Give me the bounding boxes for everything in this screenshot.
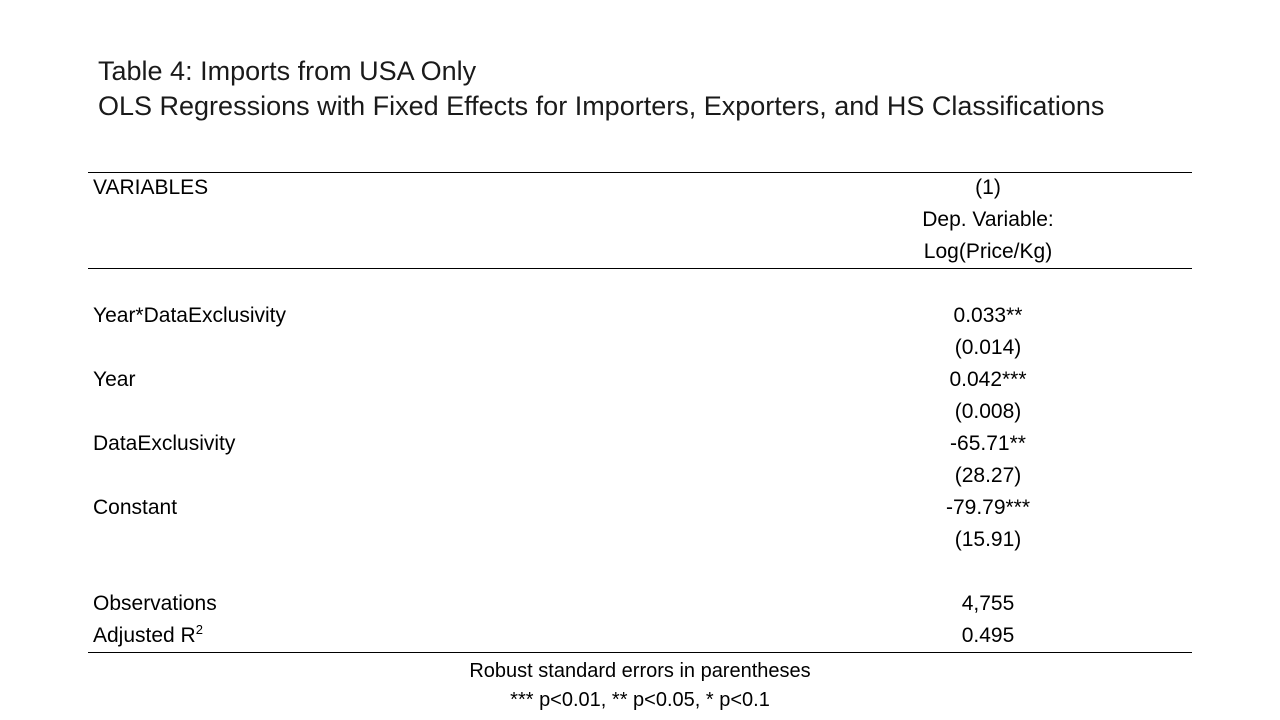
observations-label: Observations [93,592,217,615]
table-row-se: (28.27) [93,460,1192,492]
header-rule [88,268,1192,269]
adjusted-r2-text: Adjusted R [93,624,196,647]
coefficient: -79.79*** [945,496,1031,519]
table-row: Constant -79.79*** [93,492,1192,524]
coefficient: -65.71** [950,432,1026,455]
table-title: Table 4: Imports from USA Only OLS Regre… [98,54,1218,124]
table-row: DataExclusivity -65.71** [93,428,1192,460]
table-row-se: (0.008) [93,396,1192,428]
footnote-significance: *** p<0.01, ** p<0.05, * p<0.1 [510,689,770,711]
header-row-2: Dep. Variable: [93,204,1192,236]
table-number: Table 4 [98,56,186,86]
dep-var-label: Dep. Variable: [922,208,1054,231]
variable-label: Constant [93,496,178,519]
coefficient: 0.042*** [949,368,1027,391]
header-row-1: VARIABLES (1) [93,172,1192,204]
title-line-1: Table 4: Imports from USA Only [98,54,1218,89]
adjusted-r2-row: Adjusted R2 0.495 [93,620,1192,652]
footnote-standard-errors: Robust standard errors in parentheses [469,660,811,682]
adjusted-r2-label: Adjusted R2 [93,620,203,652]
variable-label: Year [93,368,136,391]
title-line-2: OLS Regressions with Fixed Effects for I… [98,91,1105,121]
dep-var-name: Log(Price/Kg) [923,240,1053,263]
standard-error: (28.27) [954,464,1022,487]
table-caption: : Imports from USA Only [185,56,477,86]
standard-error: (0.014) [954,336,1022,359]
table-row: Year 0.042*** [93,364,1192,396]
table-row-se: (0.014) [93,332,1192,364]
observations-value: 4,755 [961,592,1015,615]
table-row-se: (15.91) [93,524,1192,556]
variable-label: Year*DataExclusivity [93,304,286,327]
coefficient: 0.033** [953,304,1023,327]
variables-header: VARIABLES [93,176,209,199]
standard-error: (0.008) [954,400,1022,423]
header-row-3: Log(Price/Kg) [93,236,1192,268]
bottom-rule [88,652,1192,653]
top-rule [88,172,1192,173]
adjusted-r2-value: 0.495 [961,624,1015,647]
table-row: Year*DataExclusivity 0.033** [93,300,1192,332]
standard-error: (15.91) [954,528,1022,551]
variable-label: DataExclusivity [93,432,236,455]
adjusted-r2-superscript: 2 [195,622,203,637]
observations-row: Observations 4,755 [93,588,1192,620]
column-number-header: (1) [975,176,1001,199]
